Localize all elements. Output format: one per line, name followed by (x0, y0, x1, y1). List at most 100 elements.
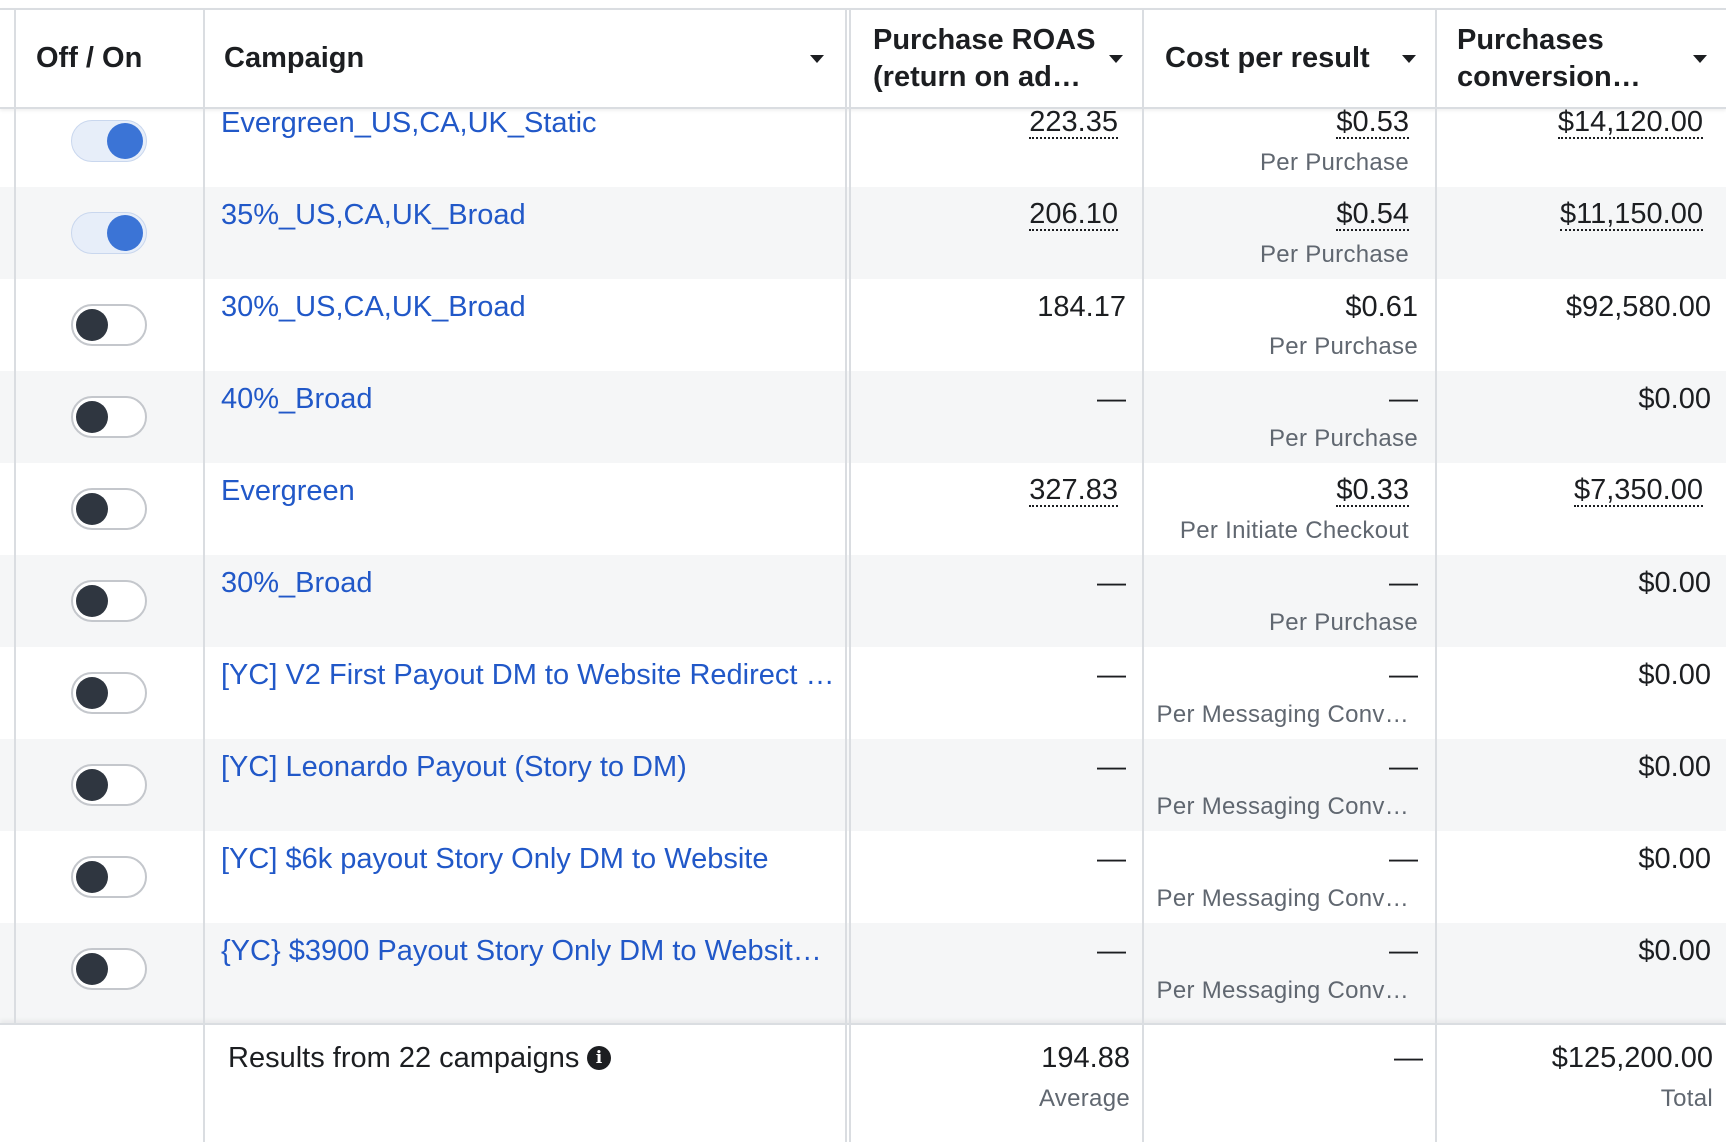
cost-per-result-value: — (1389, 567, 1418, 599)
caret-down-icon[interactable] (1109, 55, 1123, 63)
cost-per-result-type: Per Purchase (1259, 149, 1409, 176)
summary-cost-value: — (1394, 1042, 1423, 1074)
campaign-name-link[interactable]: {YC} $3900 Payout Story Only DM to Websi… (221, 935, 822, 967)
table-row[interactable]: Evergreen_US,CA,UK_Static 223.35 $0.53 P… (0, 105, 1726, 187)
table-row[interactable]: Evergreen 327.83 $0.33 Per Initiate Chec… (0, 463, 1726, 555)
purchase-roas-value[interactable]: 327.83 (1029, 474, 1118, 507)
purchases-value[interactable]: $14,120.00 (1557, 106, 1703, 139)
purchases-value: $0.00 (1638, 567, 1711, 599)
toggle-knob (76, 953, 108, 985)
column-divider (14, 8, 16, 1023)
campaign-toggle[interactable] (71, 396, 147, 438)
table-header: Off / On Campaign Purchase ROAS (return … (0, 8, 1726, 109)
summary-row: Results from 22 campaigns i 194.88 Avera… (0, 1023, 1726, 1144)
purchases-value: $0.00 (1638, 751, 1711, 783)
campaign-toggle[interactable] (71, 120, 147, 162)
column-header-roas-label: Purchase ROAS (return on ad… (873, 23, 1096, 93)
campaign-name-link[interactable]: Evergreen_US,CA,UK_Static (221, 107, 597, 139)
campaign-toggle[interactable] (71, 948, 147, 990)
purchases-value: $92,580.00 (1565, 291, 1711, 323)
campaign-toggle[interactable] (71, 856, 147, 898)
caret-down-icon[interactable] (1402, 55, 1416, 63)
results-summary-label: Results from 22 campaigns (228, 1042, 580, 1074)
table-row[interactable]: {YC} $3900 Payout Story Only DM to Websi… (0, 923, 1726, 1023)
cost-per-result-value: $0.61 (1345, 291, 1418, 323)
cost-per-result-type: Per Messaging Conv… (1156, 701, 1409, 728)
toggle-knob (76, 401, 108, 433)
column-header-purchases-label: Purchases conversion… (1457, 23, 1641, 93)
campaign-toggle[interactable] (71, 304, 147, 346)
column-header-purchases[interactable]: Purchases conversion… (1457, 10, 1726, 107)
campaign-name-link[interactable]: [YC] V2 First Payout DM to Website Redir… (221, 659, 835, 691)
cost-per-result-value: — (1389, 935, 1418, 967)
purchase-roas-value[interactable]: 223.35 (1029, 106, 1118, 139)
column-header-toggle-label: Off / On (36, 42, 143, 74)
column-header-cost-label: Cost per result (1165, 42, 1370, 74)
campaign-name-link[interactable]: 35%_US,CA,UK_Broad (221, 199, 526, 231)
campaign-toggle[interactable] (71, 212, 147, 254)
cost-per-result-value: — (1389, 659, 1418, 691)
column-header-campaign[interactable]: Campaign (224, 10, 844, 107)
table-row[interactable]: 40%_Broad — — Per Purchase $0.00 (0, 371, 1726, 463)
campaign-name-link[interactable]: 30%_Broad (221, 567, 373, 599)
toggle-knob (76, 493, 108, 525)
cost-per-result-value: — (1389, 751, 1418, 783)
toggle-knob (76, 677, 108, 709)
cost-per-result-type: Per Purchase (1268, 425, 1418, 452)
purchases-value: $0.00 (1638, 383, 1711, 415)
table-row[interactable]: 35%_US,CA,UK_Broad 206.10 $0.54 Per Purc… (0, 187, 1726, 279)
cost-per-result-value[interactable]: $0.53 (1336, 106, 1409, 139)
purchase-roas-value: 184.17 (1037, 291, 1126, 323)
column-header-campaign-label: Campaign (224, 42, 365, 74)
purchase-roas-value[interactable]: 206.10 (1029, 198, 1118, 231)
table-row[interactable]: 30%_Broad — — Per Purchase $0.00 (0, 555, 1726, 647)
cost-per-result-value: — (1389, 843, 1418, 875)
purchase-roas-value: — (1097, 751, 1126, 783)
campaign-name-link[interactable]: 40%_Broad (221, 383, 373, 415)
cost-per-result-type: Per Purchase (1268, 609, 1418, 636)
table-row[interactable]: [YC] Leonardo Payout (Story to DM) — — P… (0, 739, 1726, 831)
campaign-toggle[interactable] (71, 580, 147, 622)
table-row[interactable]: 30%_US,CA,UK_Broad 184.17 $0.61 Per Purc… (0, 279, 1726, 371)
cost-per-result-value: — (1389, 383, 1418, 415)
campaign-name-link[interactable]: [YC] $6k payout Story Only DM to Website (221, 843, 769, 875)
summary-purchases-label: Total (1660, 1085, 1713, 1112)
column-header-toggle: Off / On (36, 10, 206, 107)
cost-per-result-type: Per Messaging Conv… (1156, 793, 1409, 820)
cost-per-result-type: Per Purchase (1268, 333, 1418, 360)
campaign-toggle[interactable] (71, 488, 147, 530)
cost-per-result-value[interactable]: $0.33 (1336, 474, 1409, 507)
info-icon[interactable]: i (587, 1046, 611, 1070)
campaign-name-link[interactable]: [YC] Leonardo Payout (Story to DM) (221, 751, 687, 783)
summary-roas-value: 194.88 (1041, 1042, 1130, 1074)
campaign-toggle[interactable] (71, 764, 147, 806)
campaign-toggle[interactable] (71, 672, 147, 714)
toggle-knob (107, 215, 143, 251)
purchases-value[interactable]: $7,350.00 (1573, 474, 1703, 507)
column-header-cost[interactable]: Cost per result (1165, 10, 1435, 107)
toggle-knob (76, 585, 108, 617)
cost-per-result-type: Per Initiate Checkout (1179, 517, 1409, 544)
toggle-knob (76, 309, 108, 341)
toggle-knob (76, 861, 108, 893)
purchase-roas-value: — (1097, 935, 1126, 967)
caret-down-icon[interactable] (810, 55, 824, 63)
column-header-roas[interactable]: Purchase ROAS (return on ad… (873, 10, 1143, 107)
summary-roas-label: Average (1038, 1085, 1130, 1112)
purchase-roas-value: — (1097, 567, 1126, 599)
summary-purchases-value: $125,200.00 (1551, 1042, 1713, 1074)
caret-down-icon[interactable] (1693, 55, 1707, 63)
column-divider (1142, 8, 1144, 1142)
frozen-column-divider[interactable] (845, 8, 851, 1142)
campaign-name-link[interactable]: Evergreen (221, 475, 355, 507)
column-divider (1435, 8, 1437, 1142)
purchase-roas-value: — (1097, 659, 1126, 691)
toggle-knob (107, 123, 143, 159)
cost-per-result-value[interactable]: $0.54 (1336, 198, 1409, 231)
table-row[interactable]: [YC] V2 First Payout DM to Website Redir… (0, 647, 1726, 739)
campaign-name-link[interactable]: 30%_US,CA,UK_Broad (221, 291, 526, 323)
purchases-value[interactable]: $11,150.00 (1560, 198, 1703, 231)
table-row[interactable]: [YC] $6k payout Story Only DM to Website… (0, 831, 1726, 923)
column-divider (203, 8, 205, 1142)
